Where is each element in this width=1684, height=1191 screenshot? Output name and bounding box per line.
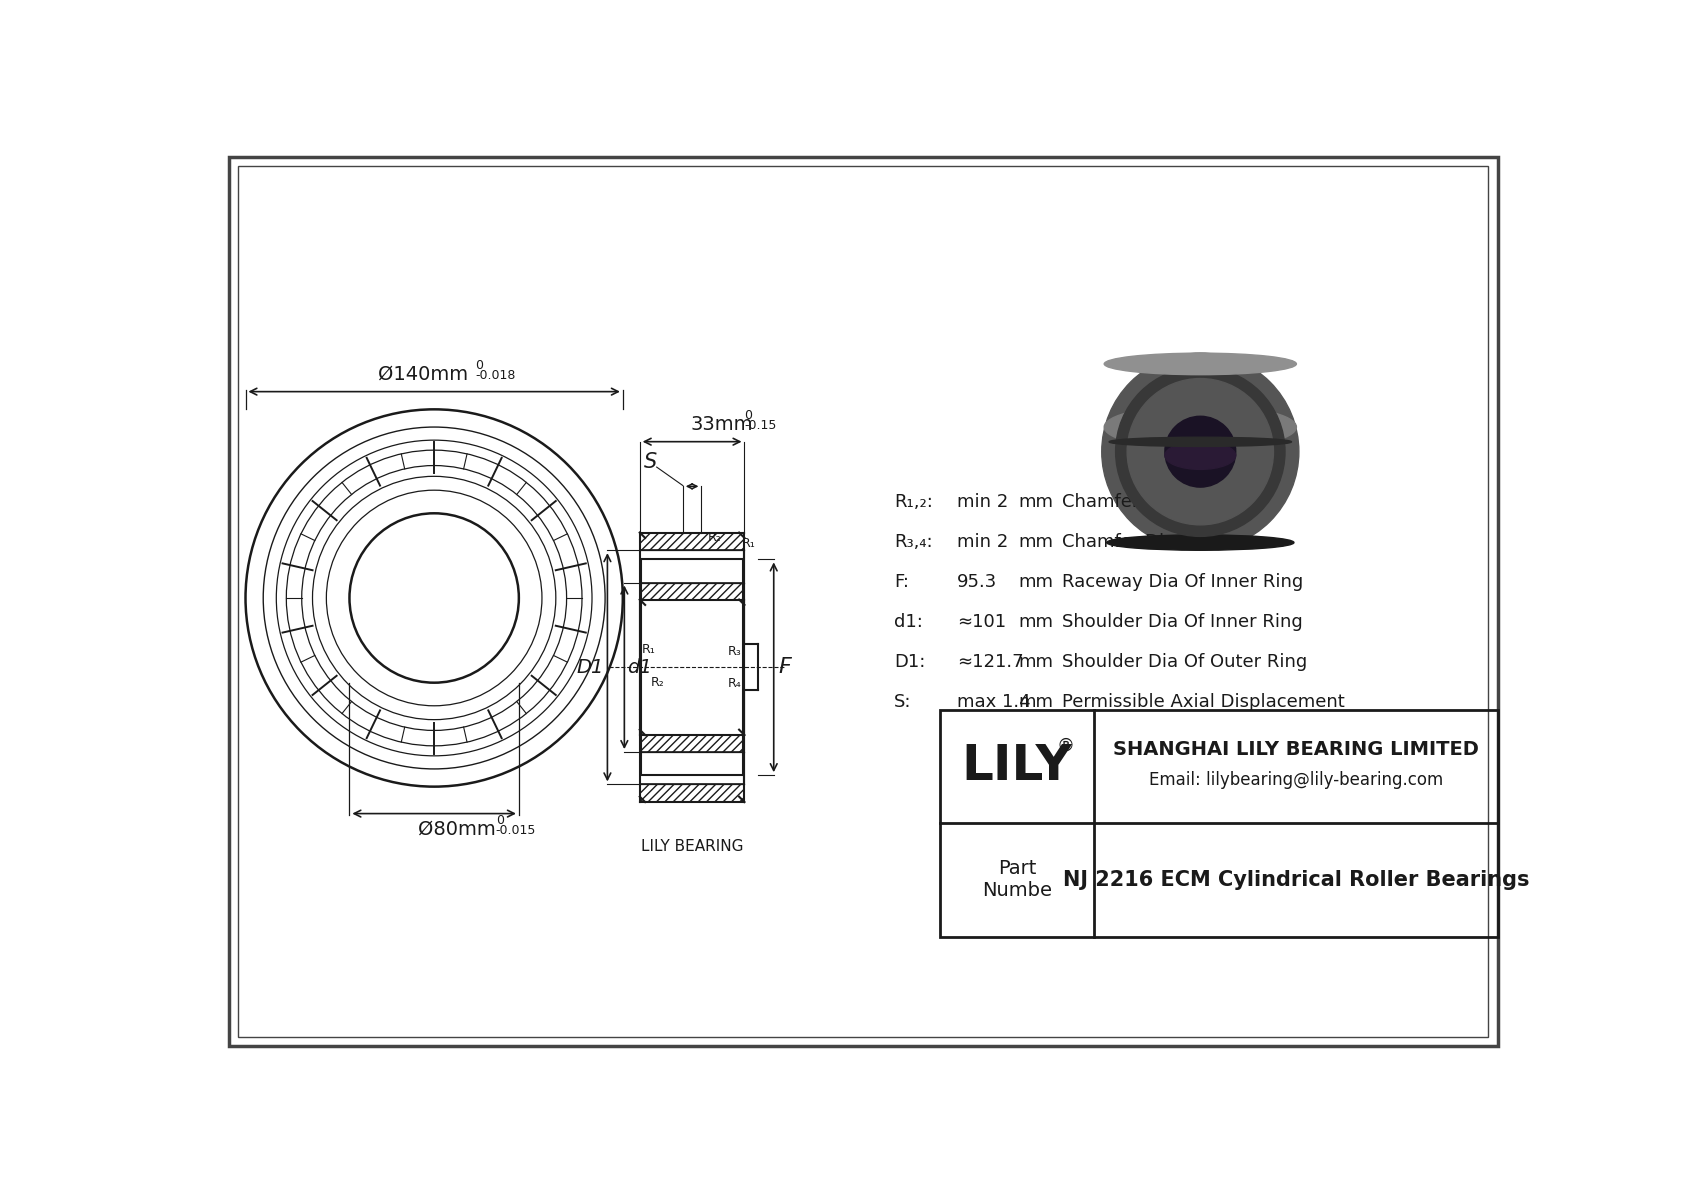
Text: SHANGHAI LILY BEARING LIMITED: SHANGHAI LILY BEARING LIMITED [1113, 740, 1479, 759]
Text: -0.15: -0.15 [744, 419, 776, 431]
Ellipse shape [1105, 405, 1297, 449]
Text: 95.3: 95.3 [957, 573, 997, 591]
Ellipse shape [1110, 437, 1292, 447]
Circle shape [1165, 417, 1236, 487]
Ellipse shape [1165, 442, 1236, 469]
Text: mm: mm [1019, 693, 1054, 711]
Text: mm: mm [1019, 573, 1054, 591]
Text: Shoulder Dia Of Inner Ring: Shoulder Dia Of Inner Ring [1061, 613, 1302, 631]
Text: Shoulder Dia Of Outer Ring: Shoulder Dia Of Outer Ring [1061, 653, 1307, 671]
Text: min 2: min 2 [957, 493, 1009, 511]
Text: R₄: R₄ [727, 678, 741, 691]
Text: Part
Numbe: Part Numbe [982, 860, 1052, 900]
Ellipse shape [1105, 353, 1297, 375]
Text: Ø80mm: Ø80mm [418, 819, 497, 838]
Text: ≈121.7: ≈121.7 [957, 653, 1024, 671]
Text: R₂: R₂ [707, 531, 721, 544]
Text: LILY: LILY [962, 742, 1073, 791]
Text: R₂: R₂ [650, 675, 663, 688]
Bar [640, 785, 744, 802]
Text: 0: 0 [744, 409, 753, 422]
Text: LILY BEARING: LILY BEARING [642, 838, 743, 854]
Text: d1: d1 [626, 657, 652, 676]
Text: Email: lilybearing@lily-bearing.com: Email: lilybearing@lily-bearing.com [1148, 771, 1443, 790]
Text: mm: mm [1019, 532, 1054, 550]
Text: mm: mm [1019, 493, 1054, 511]
Text: R₃: R₃ [727, 646, 741, 657]
Text: D1:: D1: [894, 653, 925, 671]
Text: NJ 2216 ECM Cylindrical Roller Bearings: NJ 2216 ECM Cylindrical Roller Bearings [1063, 869, 1529, 890]
Ellipse shape [1106, 535, 1293, 550]
Text: R₃,₄:: R₃,₄: [894, 532, 933, 550]
Bar [640, 582, 744, 599]
Text: d1:: d1: [894, 613, 923, 631]
Text: S: S [643, 453, 657, 473]
Text: mm: mm [1019, 653, 1054, 671]
Text: 33mm: 33mm [690, 414, 753, 434]
Text: R₁,₂:: R₁,₂: [894, 493, 933, 511]
Text: Raceway Dia Of Inner Ring: Raceway Dia Of Inner Ring [1061, 573, 1303, 591]
Text: 0: 0 [475, 360, 483, 373]
Bar [940, 710, 1497, 937]
Bar [640, 532, 744, 550]
Text: S:: S: [894, 693, 911, 711]
Text: Chamfer Dimension: Chamfer Dimension [1061, 532, 1241, 550]
Text: D1: D1 [576, 657, 603, 676]
Text: max 1.4: max 1.4 [957, 693, 1031, 711]
Text: -0.015: -0.015 [495, 824, 536, 837]
Circle shape [1101, 353, 1298, 550]
Bar [640, 735, 744, 752]
Text: min 2: min 2 [957, 532, 1009, 550]
Text: F: F [778, 657, 791, 678]
Text: R₁: R₁ [642, 643, 655, 656]
Text: Chamfer Dimension: Chamfer Dimension [1061, 493, 1241, 511]
Text: Permissible Axial Displacement: Permissible Axial Displacement [1061, 693, 1344, 711]
Text: Ø140mm: Ø140mm [377, 364, 468, 384]
Text: -0.018: -0.018 [475, 369, 515, 382]
Text: mm: mm [1019, 613, 1054, 631]
Text: R₁: R₁ [741, 537, 754, 550]
Text: ®: ® [1056, 737, 1074, 755]
Bar [642, 560, 743, 775]
Text: ≈101: ≈101 [957, 613, 1005, 631]
Circle shape [1127, 379, 1273, 525]
Circle shape [1115, 367, 1285, 536]
Text: 0: 0 [495, 813, 504, 827]
Text: F:: F: [894, 573, 909, 591]
